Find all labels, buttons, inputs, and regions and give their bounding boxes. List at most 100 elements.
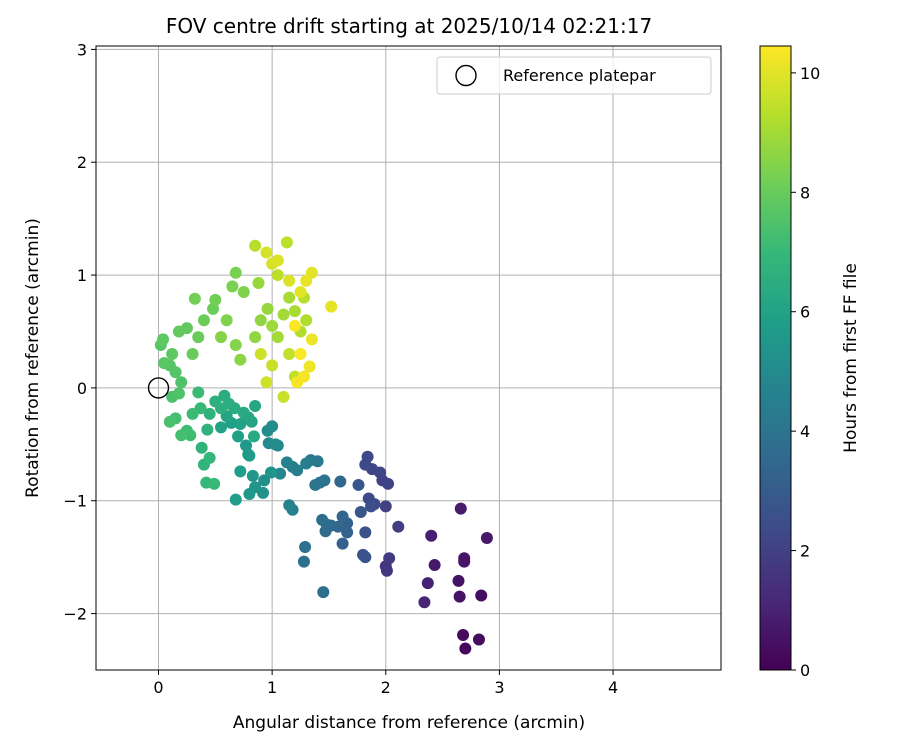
- scatter-point: [425, 529, 438, 542]
- scatter-point: [237, 285, 250, 298]
- scatter-point: [188, 292, 201, 305]
- colorbar-tick-label: 0: [800, 661, 810, 680]
- scatter-point: [197, 314, 210, 327]
- scatter-point: [229, 266, 242, 279]
- scatter-point: [172, 387, 185, 400]
- scatter-point: [379, 500, 392, 513]
- scatter-point: [305, 333, 318, 346]
- scatter-point: [421, 577, 434, 590]
- x-axis-label: Angular distance from reference (arcmin): [233, 713, 585, 733]
- colorbar-label: Hours from first FF file: [841, 263, 861, 453]
- scatter-point: [309, 478, 322, 491]
- scatter-point: [277, 390, 290, 403]
- scatter-point: [336, 537, 349, 550]
- scatter-point: [300, 314, 313, 327]
- scatter-point: [428, 559, 441, 572]
- chart-title: FOV centre drift starting at 2025/10/14 …: [166, 14, 652, 38]
- y-axis-ticks: −2 −1 0 1 2 3: [63, 40, 96, 624]
- legend: Reference platepar: [436, 56, 712, 95]
- scatter-point: [186, 348, 199, 361]
- scatter-point: [359, 551, 372, 564]
- scatter-point: [180, 322, 193, 335]
- scatter-point: [215, 331, 227, 344]
- scatter-point: [277, 308, 290, 321]
- reference-platepar-marker: [147, 377, 170, 399]
- scatter-point: [382, 477, 395, 490]
- scatter-point: [218, 389, 231, 402]
- scatter-point: [294, 285, 307, 298]
- scatter-point: [163, 415, 176, 428]
- colorbar-frame: [759, 45, 792, 671]
- scatter-point: [472, 633, 485, 646]
- scatter-point: [234, 418, 247, 431]
- scatter-point: [166, 348, 179, 361]
- scatter-point: [300, 457, 313, 470]
- colorbar-tick-label: 2: [800, 542, 810, 561]
- scatter-point: [303, 360, 316, 373]
- scatter-point: [252, 276, 265, 289]
- x-tick-label: 2: [381, 678, 391, 697]
- scatter-point: [317, 586, 330, 599]
- scatter-point: [261, 302, 274, 315]
- scatter-point: [359, 458, 372, 471]
- scatter-point: [247, 430, 260, 443]
- scatter-point: [260, 376, 273, 389]
- scatter-point: [288, 305, 301, 318]
- scatter-point: [243, 487, 256, 500]
- scatter-point: [288, 319, 301, 332]
- scatter-point: [266, 319, 279, 332]
- scatter-point: [254, 348, 267, 361]
- scatter-point: [175, 429, 188, 442]
- scatter-point: [453, 590, 466, 603]
- scatter-point: [207, 302, 220, 315]
- scatter-point: [249, 399, 262, 412]
- scatter-point: [271, 331, 284, 344]
- scatter-point: [320, 518, 333, 531]
- scatter-point: [266, 359, 279, 372]
- scatter-point: [454, 502, 467, 515]
- scatter-point: [459, 642, 472, 655]
- y-tick-label: −2: [63, 605, 87, 624]
- scatter-point: [258, 474, 271, 487]
- colorbar: 0 2 4 6 8 10 Hours from first FF file: [759, 45, 861, 680]
- scatter-point: [300, 274, 313, 287]
- scatter-point: [274, 467, 287, 480]
- scatter-point: [325, 300, 338, 313]
- scatter-point: [291, 376, 304, 389]
- x-axis-ticks: 0 1 2 3 4: [153, 670, 618, 697]
- scatter-point: [186, 407, 199, 420]
- scatter-point: [232, 430, 245, 443]
- scatter-point: [203, 451, 216, 464]
- scatter-point: [209, 395, 222, 408]
- scatter-point: [299, 541, 312, 554]
- scatter-point: [341, 526, 354, 539]
- scatter-point: [418, 596, 431, 609]
- scatter-point: [457, 629, 470, 642]
- x-tick-label: 4: [608, 678, 618, 697]
- legend-label: Reference platepar: [503, 66, 656, 85]
- scatter-point: [354, 506, 367, 519]
- scatter-point: [234, 353, 247, 366]
- y-tick-label: 1: [77, 266, 87, 285]
- x-tick-label: 3: [494, 678, 504, 697]
- scatter-point: [260, 246, 273, 259]
- scatter-point: [359, 526, 372, 539]
- scatter-point: [261, 424, 274, 437]
- scatter-point: [480, 531, 493, 544]
- plot-background: [96, 46, 721, 670]
- scatter-point: [297, 555, 310, 568]
- scatter-point: [392, 520, 405, 533]
- scatter-point: [237, 406, 250, 419]
- x-tick-label: 0: [153, 678, 163, 697]
- scatter-point: [249, 239, 262, 252]
- scatter-point: [201, 423, 214, 436]
- scatter-point: [283, 499, 296, 512]
- scatter-point: [271, 269, 284, 282]
- scatter-point: [475, 589, 488, 602]
- y-tick-label: 0: [77, 379, 87, 398]
- scatter-point: [458, 555, 471, 568]
- scatter-point: [157, 333, 170, 346]
- scatter-point: [203, 407, 216, 420]
- scatter-point: [265, 466, 277, 479]
